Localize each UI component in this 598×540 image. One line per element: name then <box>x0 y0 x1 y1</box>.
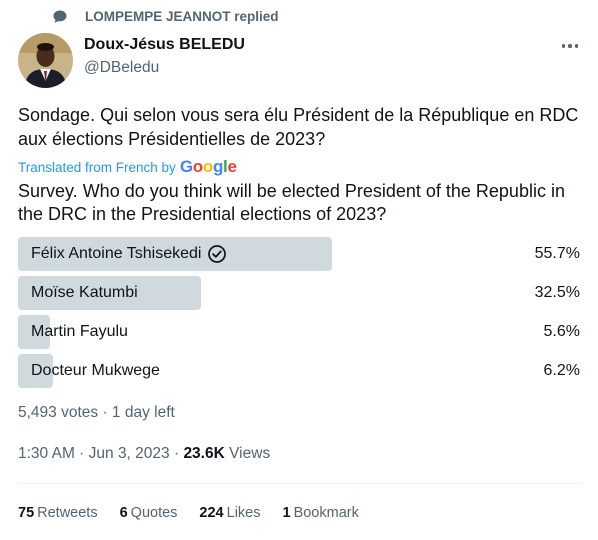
author-name[interactable]: Doux-Jésus BELEDU <box>84 36 245 53</box>
poll-option-label: Félix Antoine Tshisekedi <box>31 245 202 262</box>
retweets-label: Retweets <box>37 505 98 521</box>
likes-label: Likes <box>226 505 261 521</box>
poll-bar <box>18 276 202 310</box>
bookmarks-count: 1 <box>282 505 291 521</box>
poll-option-label: Docteur Mukwege <box>31 362 160 379</box>
divider <box>18 483 582 484</box>
speech-bubble-icon <box>53 10 67 23</box>
avatar-image <box>18 33 73 88</box>
poll-option-percent: 6.2% <box>543 362 580 379</box>
tweet-translation-text: Survey. Who do you think will be elected… <box>18 181 565 224</box>
poll-bar <box>18 315 50 349</box>
poll-bar <box>18 354 53 388</box>
poll-option-label: Moïse Katumbi <box>31 284 138 301</box>
reply-context-text[interactable]: LOMPEMPE JEANNOT replied <box>85 9 279 24</box>
translation-notice[interactable]: Translated from French by Google <box>18 157 237 177</box>
poll-option[interactable]: Félix Antoine Tshisekedi 55.7% <box>18 237 582 271</box>
likes-stat[interactable]: 224 Likes <box>199 505 260 521</box>
tweet-timestamp: 1:30 AM · Jun 3, 2023 · 23.6K Views <box>18 445 270 463</box>
poll-option[interactable]: Moïse Katumbi 32.5% <box>18 276 582 310</box>
retweets-count: 75 <box>18 505 35 521</box>
bookmarks-label: Bookmark <box>293 505 359 521</box>
poll: Félix Antoine Tshisekedi 55.7% Moïse Kat… <box>18 237 582 393</box>
google-logo: Google <box>179 157 237 176</box>
views-label: Views <box>229 445 271 462</box>
more-dots-icon <box>561 44 566 48</box>
engagement-stats: 75 Retweets 6 Quotes 224 Likes 1 Bookmark <box>18 505 381 521</box>
author-handle[interactable]: @DBeledu <box>84 59 160 76</box>
check-circle-icon <box>208 245 227 263</box>
likes-count: 224 <box>199 505 224 521</box>
translation-notice-label: Translated from French by <box>18 159 176 175</box>
poll-bar <box>18 237 333 271</box>
quotes-label: Quotes <box>130 505 178 521</box>
quotes-count: 6 <box>119 505 128 521</box>
quotes-stat[interactable]: 6 Quotes <box>120 505 178 521</box>
poll-option-percent: 32.5% <box>534 284 580 301</box>
poll-meta: 5,493 votes · 1 day left <box>18 404 175 421</box>
tweet-original-text: Sondage. Qui selon vous sera élu Préside… <box>18 105 579 149</box>
views-count: 23.6K <box>183 445 225 462</box>
more-options-button[interactable] <box>558 38 582 54</box>
timestamp-time[interactable]: 1:30 AM · Jun 3, 2023 · <box>18 445 184 462</box>
avatar[interactable] <box>18 33 73 88</box>
poll-option[interactable]: Martin Fayulu 5.6% <box>18 315 582 349</box>
poll-option-label: Martin Fayulu <box>31 323 128 340</box>
poll-option-percent: 5.6% <box>543 323 580 340</box>
bookmarks-stat[interactable]: 1 Bookmark <box>282 505 358 521</box>
poll-option-percent: 55.7% <box>534 245 580 262</box>
poll-option[interactable]: Docteur Mukwege 6.2% <box>18 354 582 388</box>
retweets-stat[interactable]: 75 Retweets <box>18 505 98 521</box>
